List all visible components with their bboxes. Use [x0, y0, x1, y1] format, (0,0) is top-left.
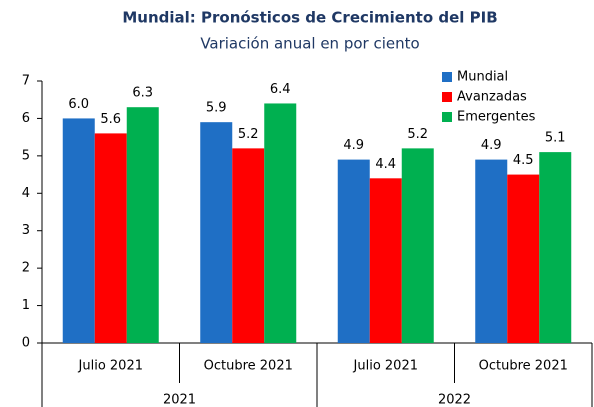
data-label: 4.5	[513, 153, 534, 168]
bar	[401, 148, 434, 343]
bar	[507, 174, 540, 343]
data-label: 4.4	[375, 157, 396, 172]
legend-swatch	[442, 92, 452, 102]
bar	[126, 107, 159, 343]
y-tick-label: 1	[22, 298, 30, 313]
y-tick-label: 7	[22, 74, 30, 89]
data-label: 5.2	[238, 127, 259, 142]
x-tick-label: Octubre 2021	[204, 359, 293, 374]
x-tick-label: Julio 2021	[353, 359, 418, 374]
legend-label: Mundial	[457, 70, 508, 85]
y-tick-label: 5	[22, 148, 30, 163]
data-label: 5.2	[407, 127, 428, 142]
bar	[200, 122, 233, 344]
y-tick-label: 3	[22, 223, 30, 238]
data-label: 5.6	[100, 112, 121, 127]
y-tick-label: 6	[22, 111, 30, 126]
data-label: 5.1	[545, 131, 566, 146]
x-tick-label: Julio 2021	[78, 359, 143, 374]
x-tick-label: Octubre 2021	[479, 359, 568, 374]
legend-swatch	[442, 72, 452, 82]
legend-label: Emergentes	[457, 110, 536, 125]
data-label: 6.4	[270, 82, 291, 97]
bar	[369, 178, 402, 343]
bar	[475, 159, 508, 343]
data-label: 4.9	[481, 138, 502, 153]
data-label: 6.3	[132, 86, 153, 101]
legend-swatch	[442, 112, 452, 122]
bar	[232, 148, 265, 343]
bar	[264, 103, 297, 343]
bar	[94, 133, 127, 343]
group-label: 2022	[438, 393, 471, 407]
chart-subtitle: Variación anual en por ciento	[200, 35, 419, 53]
data-label: 6.0	[68, 97, 89, 112]
bar	[539, 152, 572, 343]
bar	[337, 159, 370, 343]
bar	[62, 118, 95, 343]
y-tick-label: 0	[22, 336, 30, 351]
y-tick-label: 2	[22, 261, 30, 276]
data-label: 5.9	[206, 101, 227, 116]
y-tick-label: 4	[22, 186, 30, 201]
group-label: 2021	[163, 393, 196, 407]
chart-title: Mundial: Pronósticos de Crecimiento del …	[122, 9, 497, 27]
legend-label: Avanzadas	[457, 90, 527, 105]
data-label: 4.9	[343, 138, 364, 153]
